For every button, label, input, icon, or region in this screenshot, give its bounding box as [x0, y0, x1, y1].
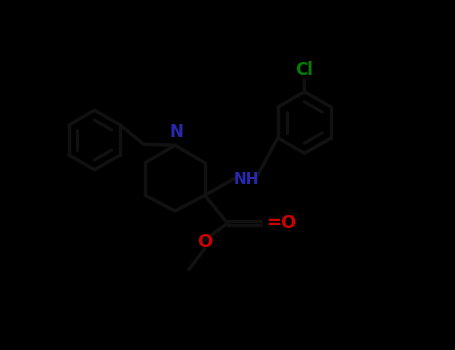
Text: O: O: [197, 233, 212, 251]
Text: NH: NH: [234, 172, 259, 187]
Text: N: N: [169, 123, 183, 141]
Text: =O: =O: [266, 214, 296, 232]
Text: Cl: Cl: [296, 61, 313, 79]
